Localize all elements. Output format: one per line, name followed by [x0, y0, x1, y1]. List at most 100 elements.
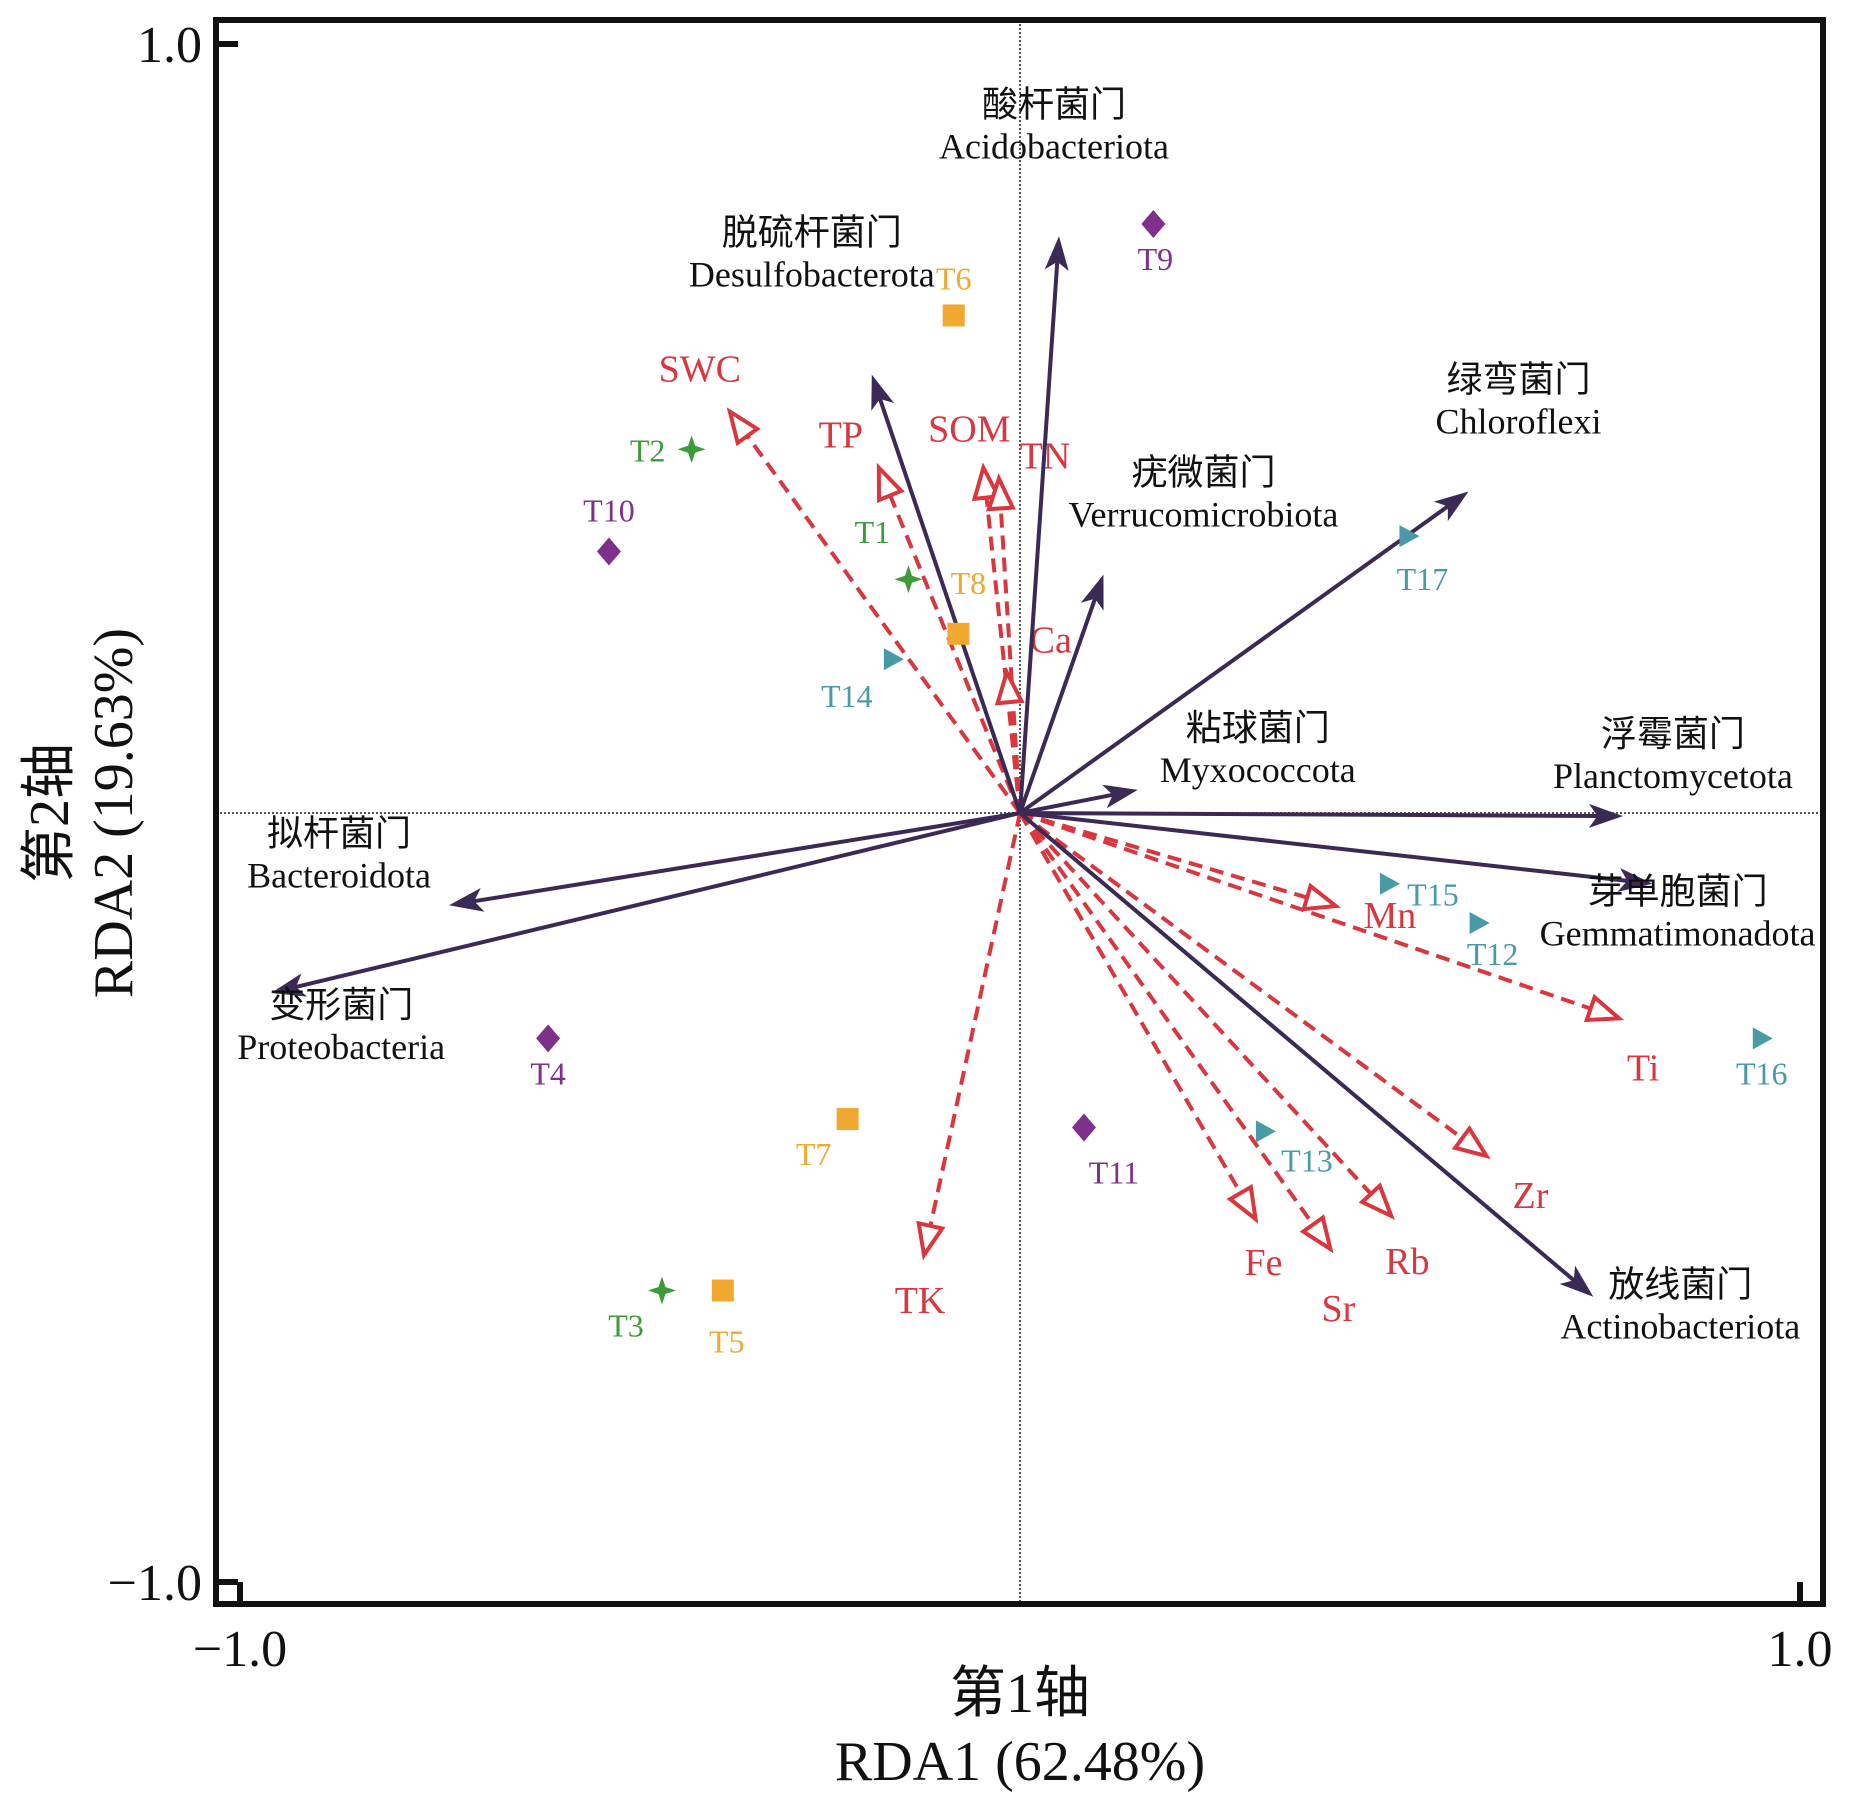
- sample-marker-diamond: [536, 1024, 561, 1053]
- phylum-arrow-shaft: [1019, 811, 1628, 883]
- phylum-arrow-head: [1044, 236, 1069, 271]
- env-arrow-head: [1299, 1214, 1334, 1254]
- sample-label: T17: [1397, 561, 1449, 597]
- phylum-label-cn: 疣微菌门: [1131, 453, 1275, 493]
- env-vector-tp: TP: [819, 415, 1022, 814]
- sample-t16: T16: [1736, 1027, 1788, 1091]
- phylum-label-en: Proteobacteria: [237, 1027, 445, 1067]
- sample-layer: T1 T2 T3 T4 T5 T6 T7 T8 T9 T10 T11 T12 T13 T14 T15 T16 T…: [530, 209, 1788, 1360]
- sample-t11: T11: [1071, 1113, 1139, 1191]
- phylum-label-en: Acidobacteriota: [939, 126, 1169, 166]
- sample-label: T7: [796, 1136, 832, 1172]
- x-tick-label: −1.0: [193, 1621, 287, 1678]
- sample-marker-diamond: [1071, 1113, 1096, 1142]
- env-vector-swc: SWC: [659, 349, 1022, 815]
- sample-marker-star: [677, 435, 706, 464]
- env-label: TP: [819, 415, 863, 457]
- phylum-label-cn: 脱硫杆菌门: [722, 213, 902, 253]
- sample-marker-square: [836, 1108, 859, 1131]
- sample-t8: T8: [947, 565, 986, 645]
- y-tick-label: 1.0: [137, 17, 202, 74]
- env-arrow-shaft: [1007, 701, 1022, 814]
- sample-t6: T6: [936, 260, 972, 327]
- env-vector-zr: Zr: [1018, 811, 1549, 1217]
- sample-marker-triangle: [1399, 525, 1420, 548]
- sample-t7: T7: [796, 1108, 859, 1172]
- env-arrow-head: [1583, 993, 1625, 1023]
- env-vector-fe: Fe: [1018, 811, 1283, 1284]
- sample-t5: T5: [709, 1279, 745, 1360]
- sample-marker-star: [647, 1276, 676, 1305]
- sample-t1: T1: [855, 514, 923, 594]
- sample-label: T14: [821, 678, 873, 714]
- env-arrow-shaft: [1018, 811, 1315, 1226]
- phylum-arrow-shaft: [1018, 504, 1449, 815]
- sample-marker-star: [894, 565, 923, 594]
- sample-label: T11: [1089, 1155, 1139, 1191]
- phylum-arrow-head: [1080, 574, 1104, 611]
- phylum-arrow-shaft: [295, 811, 1021, 989]
- env-arrow-head: [916, 1220, 946, 1261]
- phylum-arrow-shaft: [1018, 598, 1097, 814]
- phylum-arrow-head: [1433, 491, 1469, 522]
- env-label: Fe: [1245, 1242, 1283, 1284]
- y-axis-title-cn: 第2轴: [19, 743, 81, 883]
- phylum-label-cn: 芽单胞菌门: [1588, 872, 1768, 912]
- sample-marker-triangle: [1752, 1027, 1773, 1050]
- phylum-arrow-head: [449, 888, 485, 912]
- phylum-arrow-shaft: [1018, 261, 1060, 814]
- phylum-label-cn: 粘球菌门: [1186, 708, 1330, 748]
- sample-label: T6: [936, 260, 972, 296]
- env-arrow-shaft: [888, 494, 1022, 814]
- sample-marker-square: [711, 1279, 734, 1302]
- env-arrow-shaft: [745, 434, 1022, 815]
- phylum-arrow-shaft: [1019, 792, 1114, 815]
- phylum-label-cn: 变形菌门: [269, 985, 413, 1025]
- env-arrow-head: [971, 462, 1002, 502]
- phylum-arrow-shaft: [878, 398, 1022, 814]
- sample-label: T2: [630, 432, 666, 468]
- env-arrow-head: [876, 462, 905, 503]
- sample-marker-square: [947, 622, 970, 645]
- sample-t10: T10: [583, 493, 635, 566]
- sample-label: T4: [530, 1055, 566, 1091]
- env-vector-ti: Ti: [1019, 811, 1659, 1089]
- env-arrow-shaft: [1018, 811, 1464, 1140]
- sample-label: T3: [608, 1308, 644, 1344]
- env-label: TK: [895, 1280, 946, 1322]
- sample-marker-diamond: [596, 537, 621, 566]
- x-tick-label: 1.0: [1768, 1621, 1833, 1678]
- env-label: Sr: [1322, 1288, 1356, 1330]
- sample-label: T5: [709, 1324, 745, 1360]
- env-vector-ca: Ca: [994, 619, 1072, 814]
- phylum-arrow-shaft: [1019, 811, 1598, 818]
- env-arrow-shaft: [1019, 811, 1592, 1011]
- sample-marker-triangle: [883, 648, 904, 671]
- sample-marker-triangle: [1379, 872, 1400, 895]
- sample-t4: T4: [530, 1024, 566, 1091]
- sample-t2: T2: [630, 432, 706, 468]
- phylum-label-cn: 拟杆菌门: [267, 813, 411, 853]
- y-axis-title-en: RDA2 (19.63%): [83, 628, 145, 998]
- sample-marker-triangle: [1469, 911, 1490, 934]
- phylum-arrow-head: [1588, 803, 1623, 828]
- phylum-label-en: Actinobacteriota: [1560, 1307, 1800, 1347]
- sample-label: T16: [1736, 1055, 1788, 1091]
- env-vector-tk: TK: [895, 812, 1022, 1322]
- phylum-label-en: Verrucomicrobiota: [1069, 495, 1339, 535]
- sample-t12: T12: [1467, 911, 1518, 972]
- env-label: Ca: [1030, 619, 1072, 661]
- phylum-label-en: Bacteroidota: [247, 855, 431, 895]
- env-vector-rb: Rb: [1018, 811, 1429, 1283]
- phylum-arrow-head: [271, 973, 308, 997]
- env-arrow-head: [726, 407, 761, 447]
- tick-layer: −1.0 1.0 −1.0 1.0: [108, 17, 1833, 1678]
- phylum-label-en: Desulfobacterota: [689, 255, 935, 295]
- env-label: Ti: [1627, 1047, 1659, 1089]
